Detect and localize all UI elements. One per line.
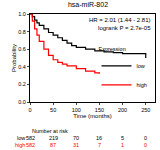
svg-text:0.8: 0.8 bbox=[18, 29, 26, 35]
svg-text:0.0: 0.0 bbox=[18, 99, 26, 105]
svg-text:582: 582 bbox=[26, 142, 35, 148]
svg-text:1: 1 bbox=[121, 142, 124, 148]
svg-text:high: high bbox=[137, 82, 147, 88]
svg-text:low: low bbox=[137, 63, 145, 69]
svg-text:0.4: 0.4 bbox=[18, 64, 26, 70]
svg-text:0: 0 bbox=[144, 142, 147, 148]
svg-text:0: 0 bbox=[144, 135, 147, 141]
svg-text:100: 100 bbox=[72, 107, 81, 113]
svg-text:16: 16 bbox=[96, 135, 102, 141]
svg-text:582: 582 bbox=[26, 135, 35, 141]
svg-text:70: 70 bbox=[73, 135, 79, 141]
svg-text:0.2: 0.2 bbox=[18, 81, 26, 87]
svg-text:Expression: Expression bbox=[99, 46, 126, 52]
svg-text:high: high bbox=[15, 142, 25, 148]
svg-text:219: 219 bbox=[49, 135, 58, 141]
svg-text:Time (months): Time (months) bbox=[73, 113, 111, 119]
svg-text:hsa-miR-802: hsa-miR-802 bbox=[68, 1, 108, 8]
svg-text:Number at risk: Number at risk bbox=[32, 128, 68, 134]
svg-text:1.0: 1.0 bbox=[18, 11, 26, 17]
svg-text:250: 250 bbox=[141, 107, 150, 113]
svg-text:Probability: Probability bbox=[11, 44, 17, 72]
svg-text:low: low bbox=[17, 135, 25, 141]
svg-text:200: 200 bbox=[118, 107, 127, 113]
svg-text:87: 87 bbox=[50, 142, 56, 148]
svg-text:HR = 2.01 (1.44 - 2.81)logrank: HR = 2.01 (1.44 - 2.81)logrank P = 2.7e-… bbox=[89, 17, 151, 31]
svg-text:150: 150 bbox=[95, 107, 104, 113]
svg-text:31: 31 bbox=[73, 142, 79, 148]
svg-text:0: 0 bbox=[28, 107, 31, 113]
svg-text:5: 5 bbox=[121, 135, 124, 141]
svg-text:0.6: 0.6 bbox=[18, 46, 26, 52]
svg-text:7: 7 bbox=[98, 142, 101, 148]
svg-text:50: 50 bbox=[50, 107, 56, 113]
